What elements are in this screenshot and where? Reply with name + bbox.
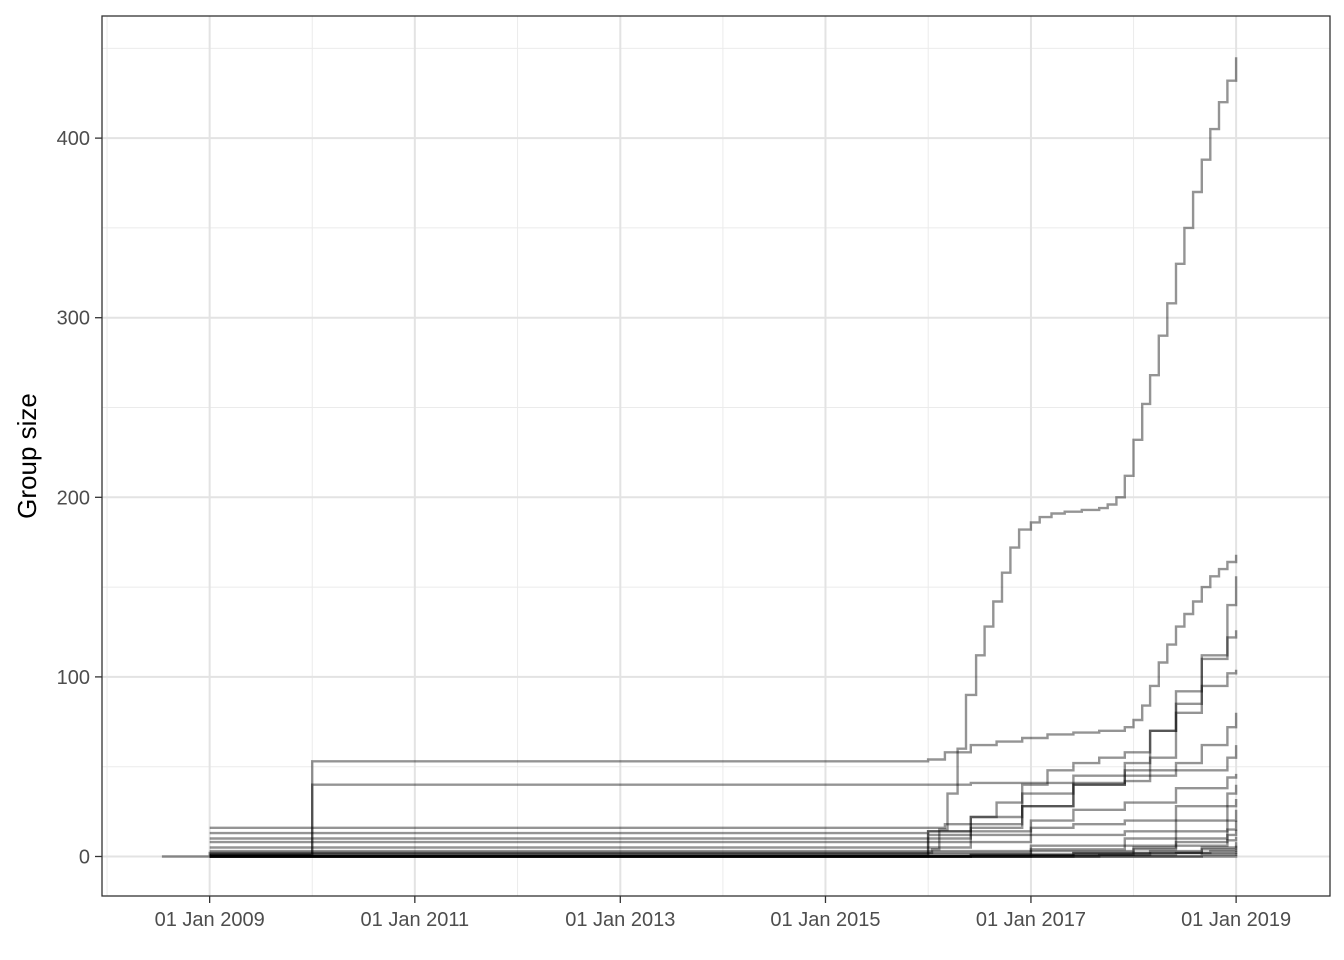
x-axis: 01 Jan 2009 01 Jan 2011 01 Jan 2013 01 Jan …: [155, 896, 1291, 931]
series-line-2: [209, 554, 1238, 856]
x-tick-label: 01 Jan 2017: [976, 909, 1086, 931]
y-tick-label: 0: [79, 846, 90, 868]
series-line-17: [209, 849, 1238, 858]
y-axis-title: Group size: [12, 393, 42, 519]
series-line-7: [209, 745, 1238, 844]
series-line-16: [209, 845, 1238, 858]
y-tick-label: 100: [57, 667, 90, 689]
series-line-10: [209, 799, 1238, 855]
series-line-13: [209, 829, 1238, 858]
series-line-11: [209, 809, 1238, 856]
series-line-1: [161, 57, 1238, 858]
series-line-3: [209, 576, 1238, 856]
y-tick-label: 400: [57, 128, 90, 150]
series-line-18: [209, 851, 1238, 858]
y-axis: 0 100 200 300 400: [57, 128, 102, 868]
series-line-8: [209, 773, 1238, 849]
x-tick-label: 01 Jan 2015: [770, 909, 880, 931]
major-gridlines: [102, 16, 1330, 896]
y-tick-label: 300: [57, 308, 90, 330]
x-tick-label: 01 Jan 2019: [1181, 909, 1291, 931]
series-line-5: [209, 669, 1238, 835]
panel-border: [101, 15, 1331, 897]
series-line-14: [209, 836, 1238, 858]
x-tick-label: 01 Jan 2009: [155, 909, 265, 931]
series-line-4: [209, 630, 1238, 829]
x-tick-label: 01 Jan 2011: [361, 909, 470, 931]
minor-gridlines: [102, 16, 1330, 896]
x-tick-label: 01 Jan 2013: [565, 909, 675, 931]
series-line-15: [209, 842, 1238, 858]
series-line-12: [209, 820, 1238, 856]
y-tick-label: 200: [57, 487, 90, 509]
series-line-6: [209, 712, 1238, 840]
series-lines: [161, 57, 1238, 858]
series-line-9: [209, 784, 1238, 853]
series-line-20: [209, 854, 1238, 858]
series-line-19: [209, 852, 1238, 858]
